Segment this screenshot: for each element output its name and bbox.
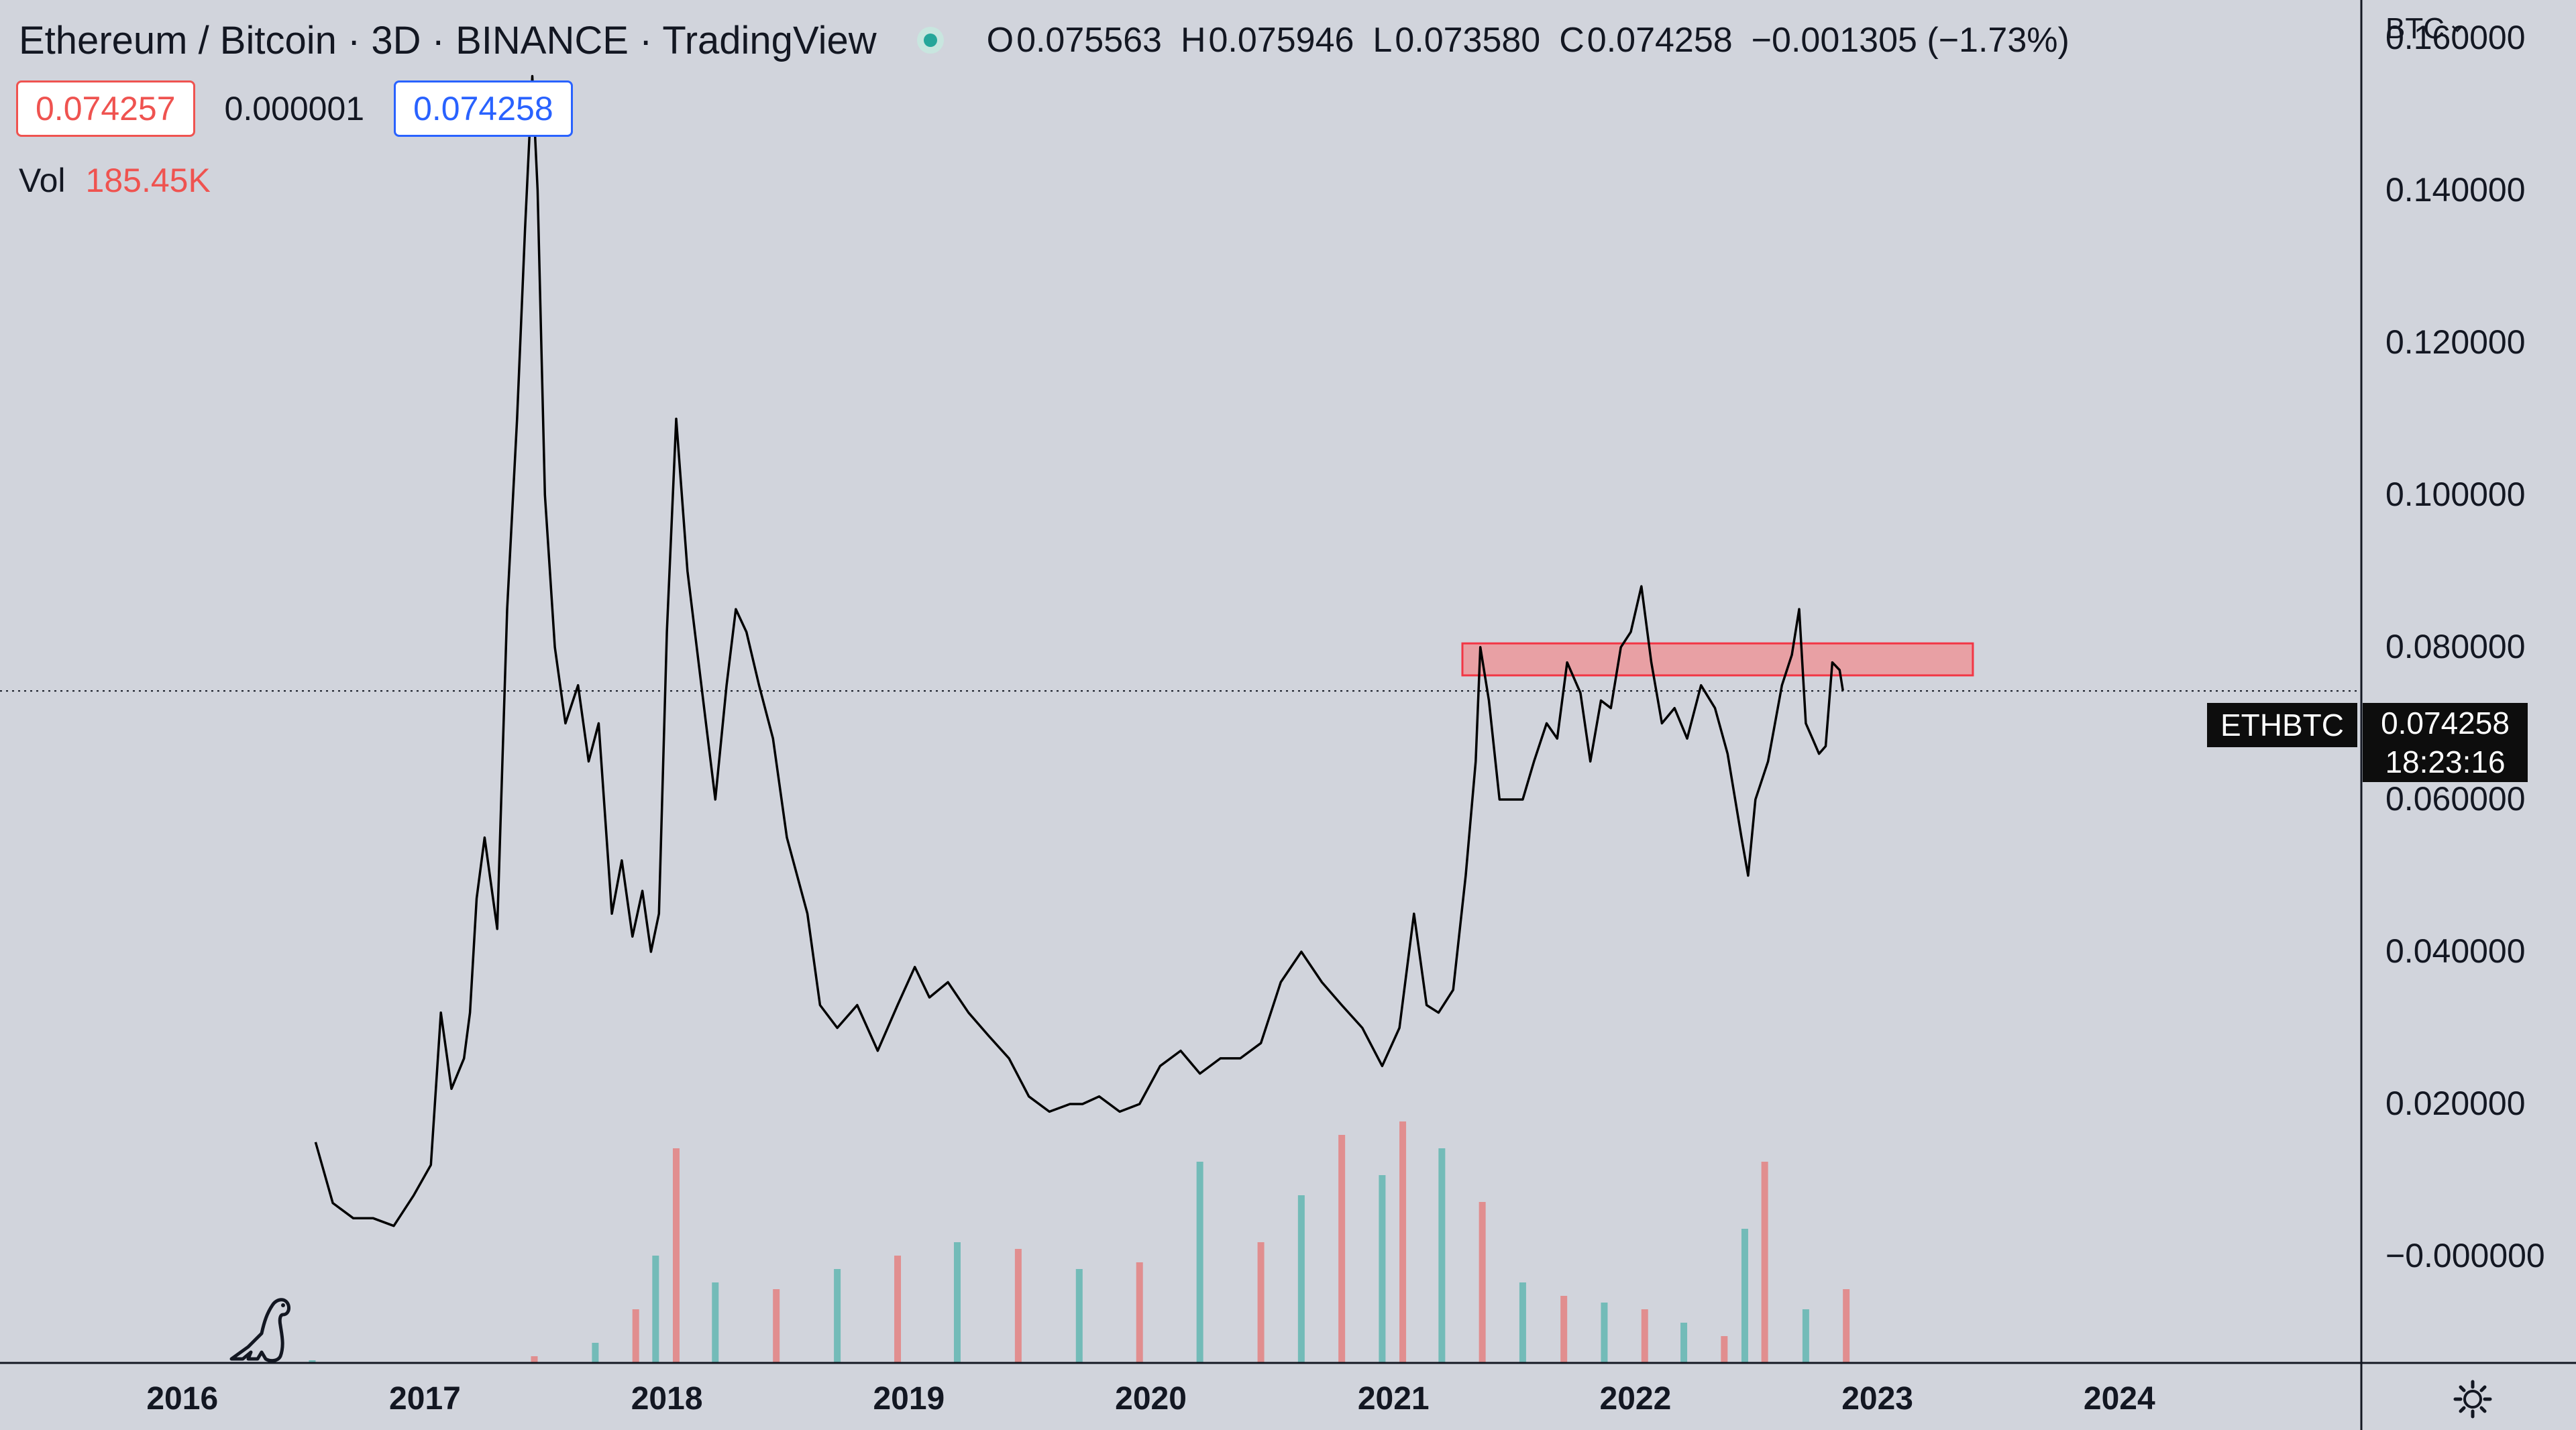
trade-panel: 0.074257 0.000001 0.074258	[16, 80, 573, 137]
volume-legend[interactable]: Vol 185.45K	[19, 161, 211, 200]
volume-bar	[894, 1256, 902, 1363]
volume-bar	[1196, 1162, 1203, 1363]
volume-bar	[1641, 1309, 1648, 1363]
volume-value: 185.45K	[85, 162, 211, 199]
time-axis-tick: 2022	[1599, 1381, 1672, 1417]
volume-bar	[712, 1282, 719, 1363]
volume-bar	[1136, 1262, 1143, 1363]
ethbtc-price-line	[314, 74, 1844, 1227]
ohlc-value: 0.073580	[1395, 21, 1541, 60]
price-axis-tick: 0.060000	[2385, 779, 2526, 818]
price-axis-tick: 0.100000	[2385, 475, 2526, 513]
price-axis-tick: 0.040000	[2385, 932, 2526, 970]
spread-value: 0.000001	[224, 90, 365, 127]
price-axis-tick: 0.140000	[2385, 170, 2526, 209]
resistance-zone-rect[interactable]	[1461, 642, 1974, 677]
time-axis-tick: 2020	[1115, 1381, 1187, 1417]
sell-button[interactable]: 0.074257	[16, 80, 195, 137]
price-axis-tick: 0.160000	[2385, 18, 2526, 56]
symbol-price-label: ETHBTC	[2207, 703, 2357, 747]
volume-bar	[1741, 1229, 1748, 1363]
time-axis-tick: 2021	[1357, 1381, 1430, 1417]
ohlc-value: 0.074258	[1587, 21, 1733, 60]
buy-button[interactable]: 0.074258	[394, 80, 573, 137]
volume-bar	[1761, 1162, 1768, 1363]
settings-gear-icon[interactable]	[2453, 1379, 2493, 1419]
volume-bar	[1379, 1175, 1386, 1363]
ohlc-key: O	[986, 21, 1014, 60]
volume-bar	[1257, 1242, 1265, 1363]
volume-bar	[1479, 1202, 1486, 1363]
volume-bar	[1438, 1148, 1446, 1363]
currency-selector[interactable]: BTC	[2385, 12, 2465, 46]
ohlc-key: H	[1180, 21, 1206, 60]
bar-countdown: 18:23:16	[2385, 745, 2506, 779]
volume-bar	[1843, 1289, 1850, 1363]
volume-bar	[531, 1356, 538, 1363]
price-axis-tick: −0.000000	[2385, 1237, 2545, 1275]
price-change: −0.001305 (−1.73%)	[1751, 21, 2070, 60]
ohlc-values: O0.075563 H0.075946 L0.073580 C0.074258	[987, 20, 1752, 60]
ohlc-value: 0.075563	[1016, 21, 1162, 60]
tradingview-dino-logo-icon[interactable]	[228, 1295, 295, 1364]
volume-bar	[309, 1360, 316, 1363]
last-price-label: 0.074258 18:23:16	[2363, 703, 2528, 782]
chevron-down-icon	[2451, 25, 2463, 33]
volume-bar	[652, 1256, 659, 1363]
volume-label: Vol	[19, 162, 66, 199]
last-price-value: 0.074258	[2381, 706, 2510, 740]
volume-bar	[773, 1289, 780, 1363]
volume-bar	[672, 1148, 680, 1363]
volume-bar	[834, 1269, 841, 1363]
volume-bar	[1014, 1249, 1022, 1363]
volume-bar	[1560, 1296, 1568, 1363]
volume-bar	[1680, 1323, 1688, 1363]
market-status-icon[interactable]	[916, 27, 944, 54]
volume-bar	[1297, 1195, 1305, 1363]
volume-bar	[1601, 1303, 1608, 1363]
volume-bar	[1075, 1269, 1083, 1363]
price-series	[314, 74, 1844, 1227]
volume-bar	[953, 1242, 961, 1363]
time-axis-tick: 2018	[631, 1381, 703, 1417]
volume-bar	[1399, 1121, 1407, 1363]
volume-bar	[1338, 1135, 1346, 1363]
symbol-header: Ethereum / Bitcoin · 3D · BINANCE · Trad…	[19, 13, 2070, 67]
time-axis-tick: 2023	[1841, 1381, 1913, 1417]
price-axis-tick: 0.080000	[2385, 627, 2526, 665]
volume-bar	[1519, 1282, 1526, 1363]
time-axis-tick: 2024	[2083, 1381, 2155, 1417]
time-axis-tick: 2017	[389, 1381, 461, 1417]
volume-bar	[592, 1343, 599, 1363]
volume-bar	[632, 1309, 639, 1363]
resistance-zone[interactable]	[1461, 642, 1974, 677]
ohlc-key: C	[1559, 21, 1585, 60]
price-axis-tick: 0.120000	[2385, 323, 2526, 361]
time-axis-tick: 2019	[873, 1381, 945, 1417]
currency-label: BTC	[2385, 12, 2445, 45]
symbol-title[interactable]: Ethereum / Bitcoin · 3D · BINANCE · Trad…	[19, 18, 877, 62]
volume-bar	[1802, 1309, 1809, 1363]
volume-bar	[1721, 1336, 1728, 1363]
price-axis-tick: 0.020000	[2385, 1085, 2526, 1123]
time-axis-tick: 2016	[146, 1381, 219, 1417]
ohlc-value: 0.075946	[1208, 21, 1354, 60]
ohlc-key: L	[1373, 21, 1393, 60]
volume-bars	[309, 1121, 1850, 1363]
